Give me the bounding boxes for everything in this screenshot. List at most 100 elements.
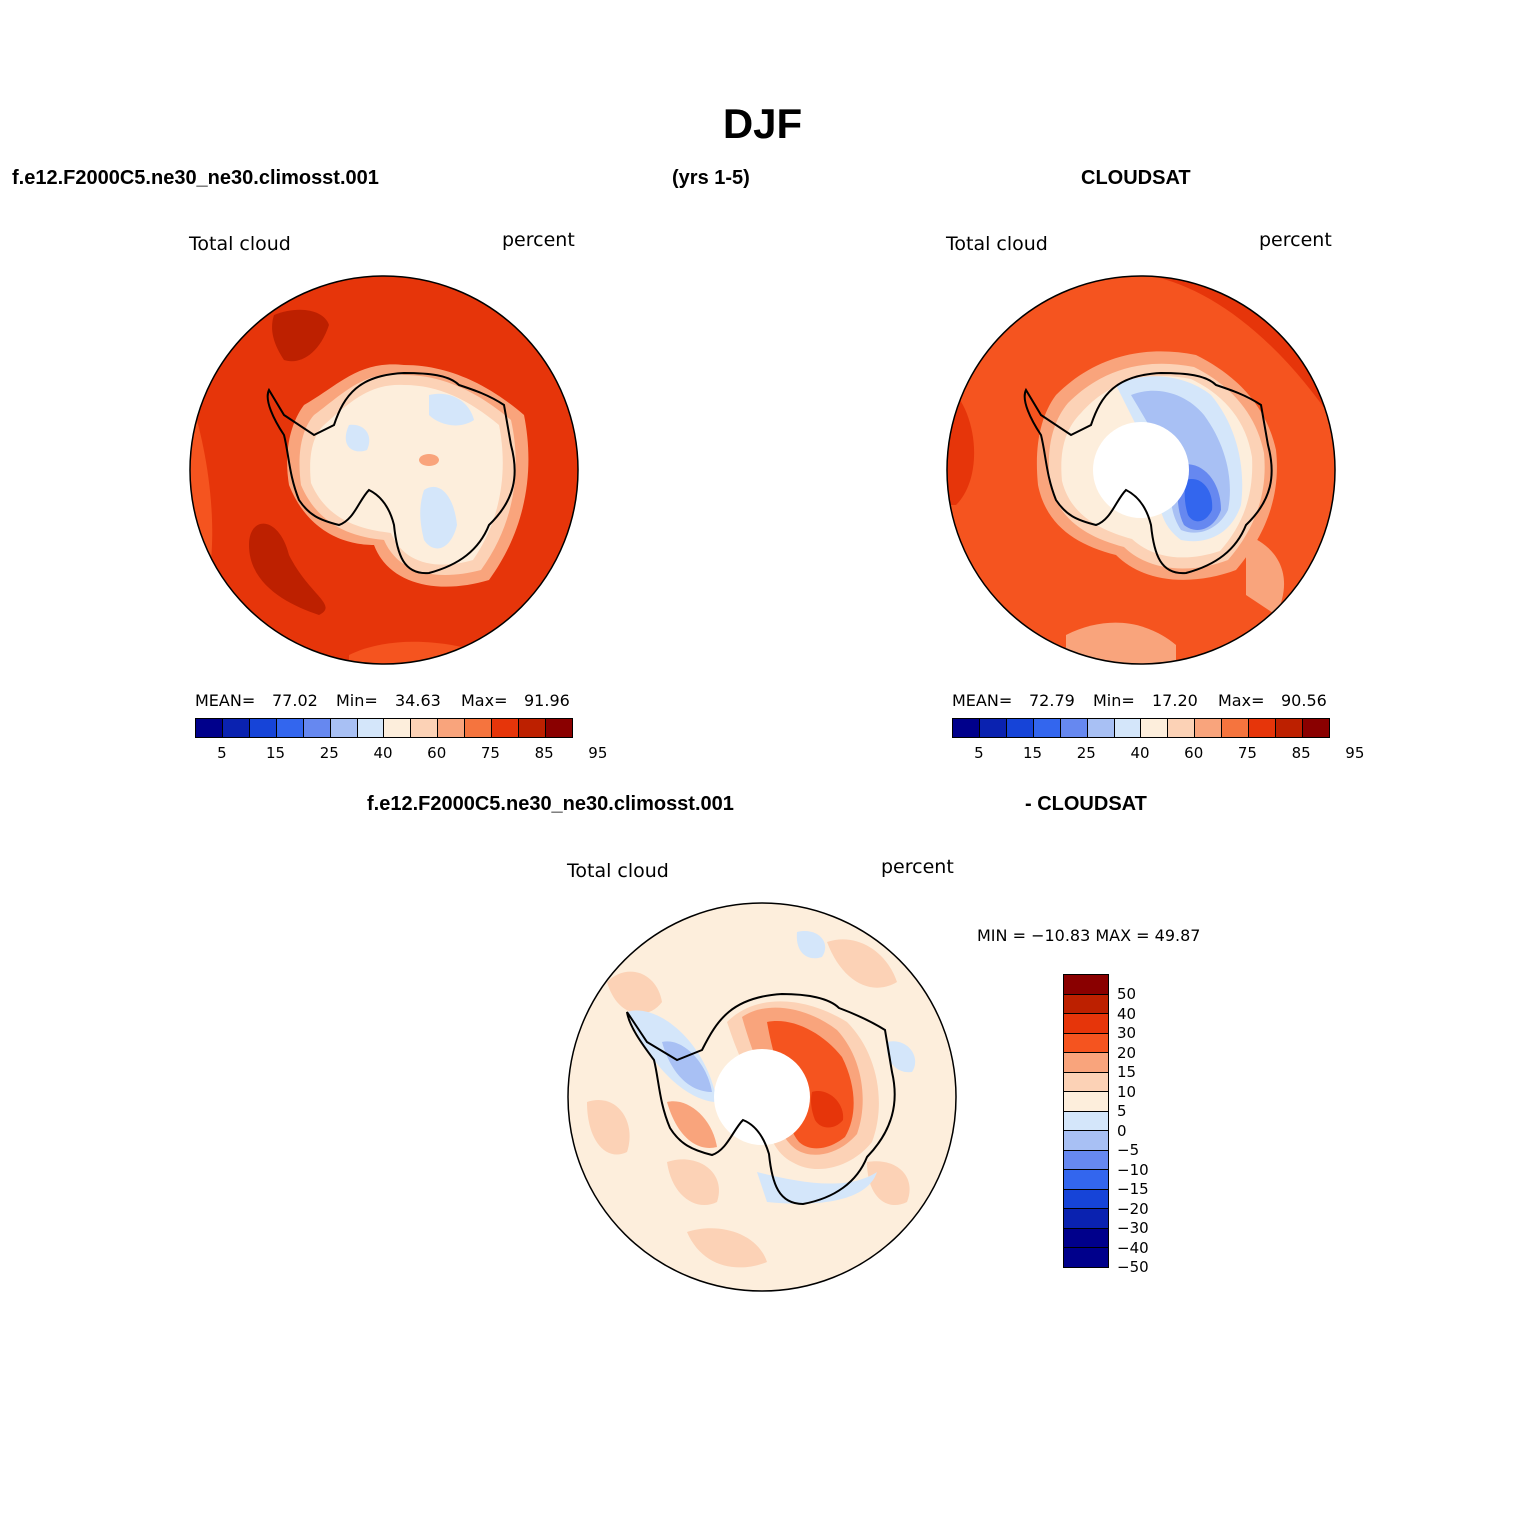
colorbar-swatch [1064,1150,1108,1170]
colorbar-swatch [1033,719,1061,737]
colorbar-swatch [276,719,304,737]
colorbar-swatch [979,719,1007,737]
colorbar-swatch [1064,1228,1108,1248]
model-units-label: percent [502,229,575,251]
colorbar-swatch [357,719,385,737]
obs-units-label: percent [1259,229,1332,251]
colorbar-swatch [222,719,250,737]
colorbar-swatch [1064,1131,1108,1151]
diff-units-label: percent [881,856,954,878]
model-mean-label: MEAN= [195,691,256,710]
colorbar-swatch [1222,719,1250,737]
colorbar-tick-label: 0 [1117,1121,1127,1140]
colorbar-swatch [384,719,412,737]
colorbar-swatch [1087,719,1115,737]
colorbar-tick-label: 75 [480,744,500,762]
colorbar-tick-label: 20 [1117,1043,1137,1062]
model-polar-map [189,275,579,665]
colorbar-swatch [1064,975,1108,995]
obs-variable-label: Total cloud [946,233,1048,255]
colorbar-swatch [1276,719,1303,737]
obs-header: CLOUDSAT [1081,167,1191,189]
diff-variable-label: Total cloud [567,860,669,882]
obs-mean-label: MEAN= [952,691,1013,710]
colorbar-swatch [411,719,439,737]
colorbar-swatch [1060,719,1088,737]
colorbar-tick-label: 5 [217,744,227,762]
colorbar-tick-label: 10 [1117,1082,1137,1101]
colorbar-tick-label: −5 [1117,1141,1140,1159]
colorbar-swatch [1195,719,1223,737]
colorbar-tick-label: −50 [1117,1258,1149,1276]
colorbar-swatch [1302,719,1329,737]
colorbar-tick-label: 85 [1291,744,1311,762]
colorbar-tick-label: 40 [1130,744,1150,762]
colorbar-swatch [438,719,466,737]
model-mean-value: 77.02 [272,691,318,710]
colorbar-tick-label: 60 [1184,744,1204,762]
obs-colorbar [952,718,1330,738]
colorbar-swatch [545,719,572,737]
diff-obs-header: - CLOUDSAT [1025,793,1147,815]
obs-min-label: Min= [1093,691,1135,710]
colorbar-swatch [1064,1014,1108,1034]
colorbar-swatch [249,719,277,737]
colorbar-swatch [1064,1072,1108,1092]
model-colorbar [195,718,573,738]
colorbar-swatch [1114,719,1142,737]
colorbar-tick-label: 95 [1345,744,1365,762]
diff-polar-map [567,902,957,1292]
colorbar-tick-label: 30 [1117,1024,1137,1042]
colorbar-swatch [330,719,358,737]
colorbar-tick-label: −10 [1117,1160,1149,1179]
colorbar-tick-label: 15 [1023,744,1043,762]
colorbar-swatch [519,719,546,737]
colorbar-swatch [465,719,493,737]
colorbar-tick-label: 5 [1117,1102,1127,1120]
colorbar-tick-label: 5 [974,744,984,762]
colorbar-tick-label: −30 [1117,1219,1149,1237]
model-case-header: f.e12.F2000C5.ne30_ne30.climosst.001 [12,167,379,189]
page-title: DJF [722,100,803,147]
colorbar-tick-label: 75 [1237,744,1257,762]
diff-case-header: f.e12.F2000C5.ne30_ne30.climosst.001 [367,793,734,815]
diff-min-max: MIN = −10.83 MAX = 49.87 [977,926,1201,945]
colorbar-swatch [1141,719,1169,737]
obs-max-label: Max= [1218,691,1265,710]
colorbar-swatch [1064,994,1108,1014]
colorbar-swatch [1064,1248,1108,1267]
colorbar-swatch [1064,1033,1108,1053]
model-min-label: Min= [336,691,378,710]
colorbar-tick-label: 40 [373,744,393,762]
model-variable-label: Total cloud [189,233,291,255]
colorbar-tick-label: 25 [1076,744,1096,762]
colorbar-tick-label: 95 [588,744,608,762]
colorbar-tick-label: 15 [1117,1063,1137,1081]
model-max-value: 91.96 [524,691,570,710]
colorbar-tick-label: 60 [427,744,447,762]
model-max-label: Max= [461,691,508,710]
colorbar-swatch [1249,719,1277,737]
colorbar-tick-label: 15 [266,744,286,762]
colorbar-tick-label: 40 [1117,1004,1137,1023]
colorbar-swatch [953,719,980,737]
colorbar-tick-label: 25 [319,744,339,762]
obs-mean-value: 72.79 [1029,691,1075,710]
colorbar-swatch [1006,719,1034,737]
colorbar-tick-label: 50 [1117,985,1137,1003]
colorbar-swatch [1168,719,1196,737]
model-min-value: 34.63 [395,691,441,710]
colorbar-swatch [1064,1092,1108,1112]
colorbar-tick-label: −15 [1117,1180,1149,1198]
colorbar-swatch [196,719,223,737]
diff-colorbar [1063,974,1109,1268]
colorbar-swatch [1064,1209,1108,1229]
colorbar-swatch [492,719,520,737]
colorbar-tick-label: 85 [534,744,554,762]
colorbar-swatch [1064,1170,1108,1190]
obs-polar-map [946,275,1336,665]
years-header: (yrs 1-5) [672,167,750,189]
colorbar-swatch [1064,1053,1108,1073]
colorbar-tick-label: −20 [1117,1199,1149,1218]
colorbar-swatch [1064,1189,1108,1209]
